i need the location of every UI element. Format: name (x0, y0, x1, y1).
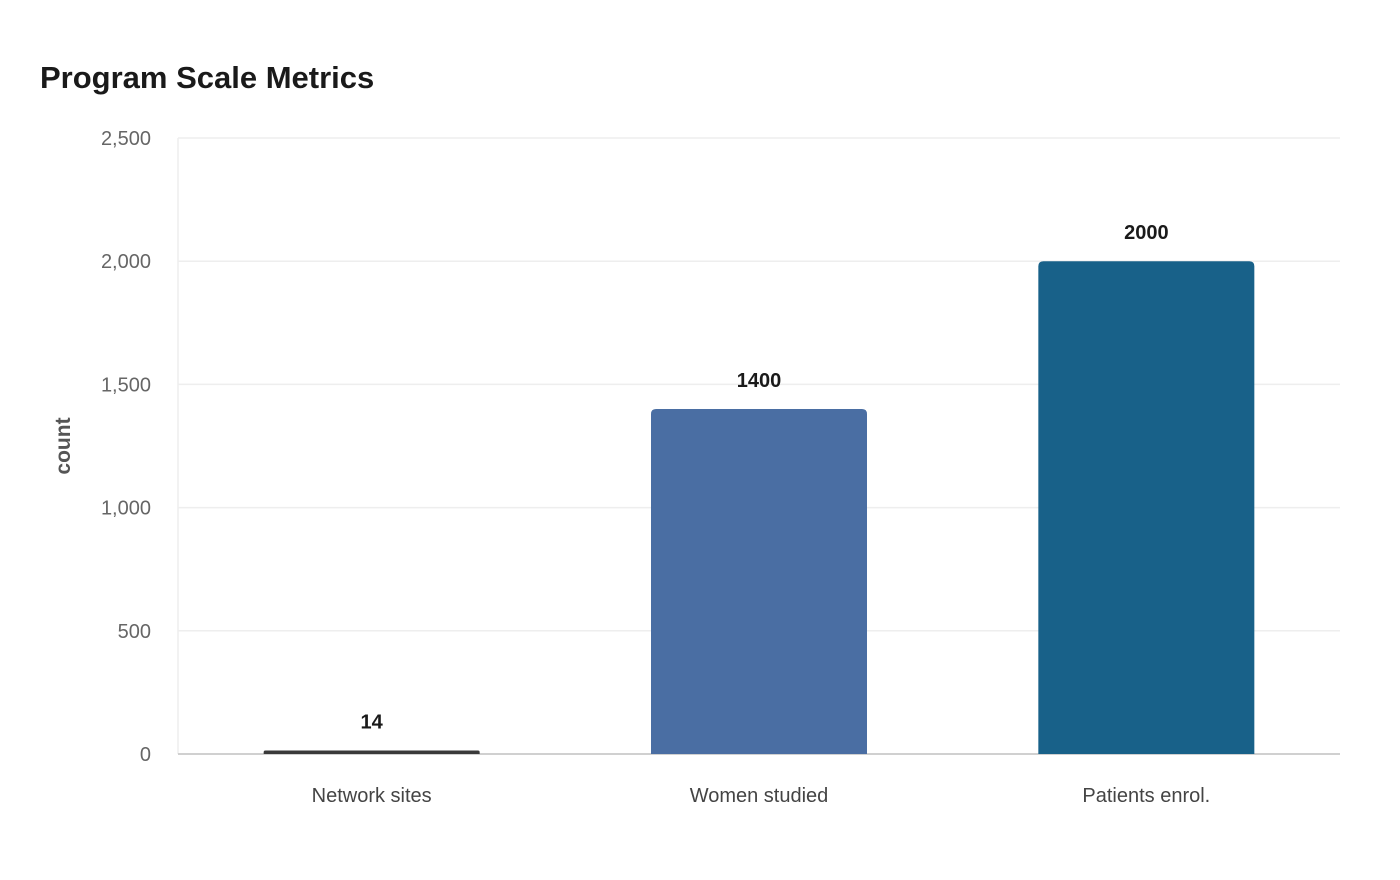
y-axis-title: count (52, 417, 75, 474)
y-tick-label: 500 (118, 621, 151, 643)
x-category-label: Women studied (690, 785, 829, 807)
data-label: 2000 (1124, 222, 1169, 244)
data-label: 1400 (737, 370, 782, 392)
y-tick-label: 2,000 (101, 251, 151, 273)
y-tick-label: 2,500 (101, 128, 151, 150)
x-category-label: Patients enrol. (1082, 785, 1210, 807)
y-tick-label: 1,500 (101, 374, 151, 396)
bar-patients-enrol (1038, 261, 1255, 754)
x-category-label: Network sites (312, 785, 432, 807)
bar-network-sites (263, 750, 480, 754)
y-tick-label: 1,000 (101, 498, 151, 520)
data-label: 14 (361, 712, 384, 734)
x-axis-category-labels: Network sites Women studied Patients enrol… (312, 785, 1211, 807)
y-tick-label: 0 (140, 744, 151, 766)
chart-title: Program Scale Metrics (40, 60, 375, 95)
y-axis-tick-labels: 0 500 1,000 1,500 2,000 2,500 (101, 128, 151, 766)
data-labels: 14 1400 2000 (361, 222, 1169, 733)
bars (263, 261, 1255, 754)
bar-women-studied (651, 409, 867, 754)
